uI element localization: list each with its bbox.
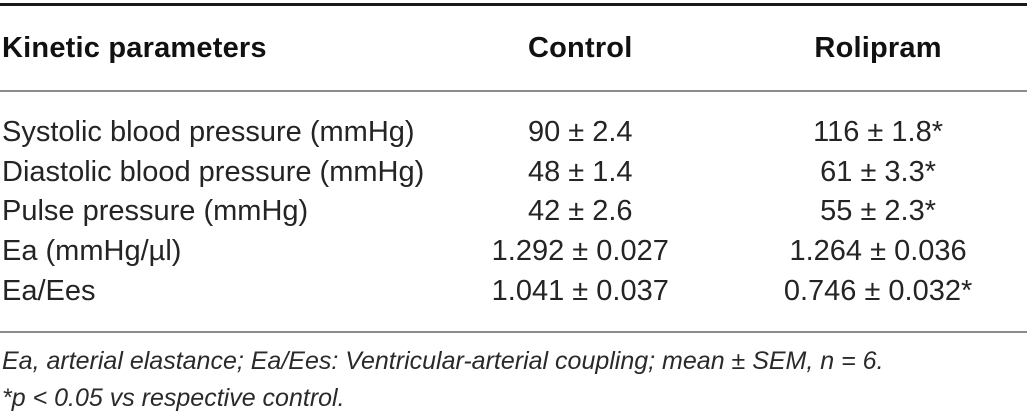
row-label: Pulse pressure (mmHg) (2, 195, 309, 228)
rolipram-value: 116 ± 1.8* (813, 116, 943, 149)
row-label: Ea/Ees (2, 274, 96, 307)
header-divider-rule (0, 90, 1027, 92)
table-row-ea: Ea (mmHg/µl) 1.292 ± 0.027 1.264 ± 0.036 (0, 232, 1027, 272)
header-control: Control (527, 31, 633, 64)
footnote-significance: *p < 0.05 vs respective control. (2, 383, 345, 412)
rolipram-value: 1.264 ± 0.036 (789, 235, 967, 268)
row-label: Ea (mmHg/µl) (2, 235, 182, 268)
control-value: 42 ± 2.6 (527, 195, 633, 228)
control-value: 1.292 ± 0.027 (491, 235, 669, 268)
table-top-rule (0, 3, 1027, 6)
rolipram-value: 55 ± 2.3* (820, 195, 937, 228)
row-label: Diastolic blood pressure (mmHg) (2, 155, 425, 188)
footnote-abbreviations: Ea, arterial elastance; Ea/Ees: Ventricu… (2, 346, 884, 375)
table-body: Systolic blood pressure (mmHg) 90 ± 2.4 … (0, 92, 1027, 331)
table-footnotes: Ea, arterial elastance; Ea/Ees: Ventricu… (0, 333, 1027, 417)
table-bottom-rule (0, 330, 1027, 333)
control-value: 90 ± 2.4 (527, 116, 633, 149)
table-row-diastolic: Diastolic blood pressure (mmHg) 48 ± 1.4… (0, 153, 1027, 193)
control-value: 1.041 ± 0.037 (491, 274, 669, 307)
table-row-systolic: Systolic blood pressure (mmHg) 90 ± 2.4 … (0, 113, 1027, 153)
table-header-row: Kinetic parameters Control Rolipram (0, 6, 1027, 90)
control-value: 48 ± 1.4 (527, 155, 633, 188)
rolipram-value: 61 ± 3.3* (820, 155, 937, 188)
rolipram-value: 0.746 ± 0.032* (783, 274, 973, 307)
table-row-pulse-pressure: Pulse pressure (mmHg) 42 ± 2.6 55 ± 2.3* (0, 192, 1027, 232)
header-rolipram: Rolipram (814, 31, 942, 64)
header-kinetic-parameters: Kinetic parameters (2, 31, 267, 64)
row-label: Systolic blood pressure (mmHg) (2, 116, 415, 149)
table-row-ea-ees: Ea/Ees 1.041 ± 0.037 0.746 ± 0.032* (0, 271, 1027, 311)
